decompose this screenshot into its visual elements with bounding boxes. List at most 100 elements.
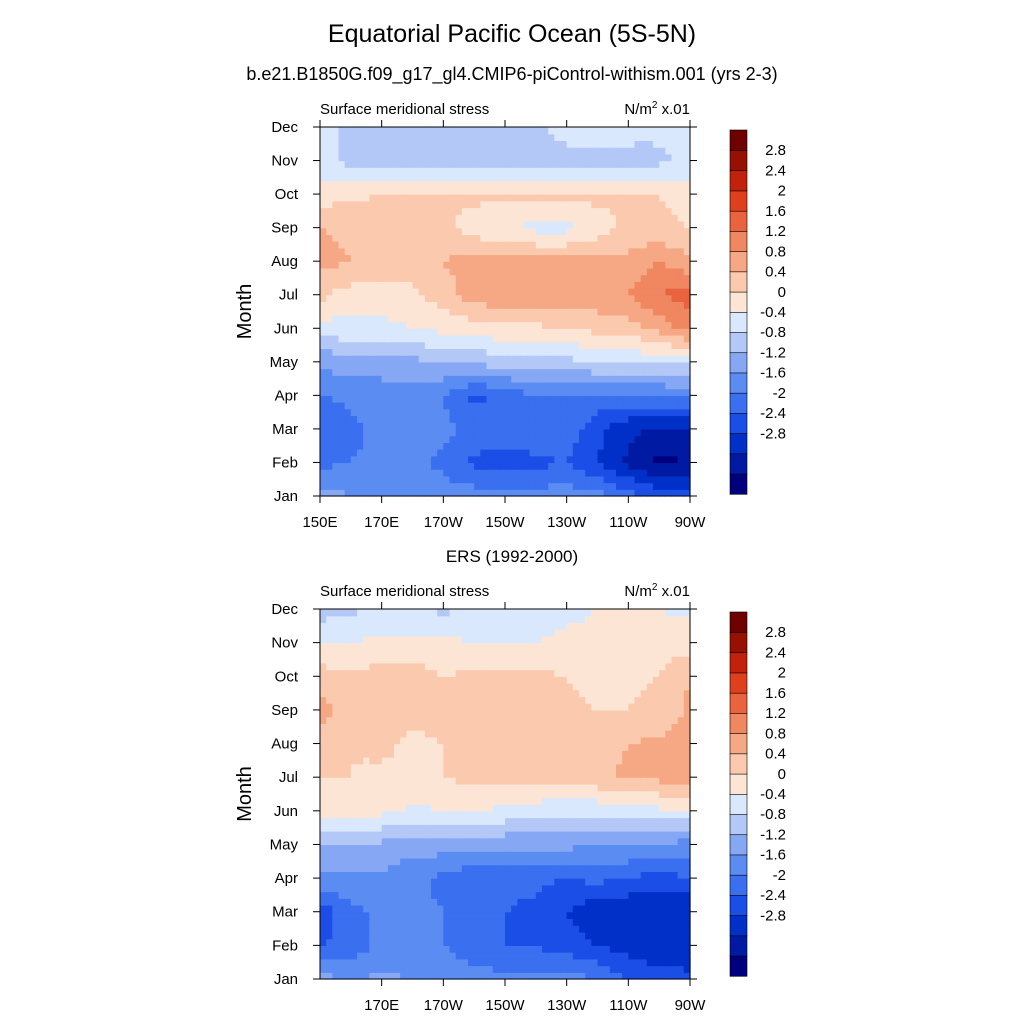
contour-cell (443, 355, 451, 363)
contour-cell (418, 348, 426, 356)
contour-cell (572, 905, 580, 913)
contour-cell (400, 422, 407, 430)
contour-cell (622, 469, 629, 477)
contour-cell (653, 415, 660, 423)
contour-cell (375, 931, 383, 940)
contour-cell (659, 945, 666, 953)
contour-cell (363, 428, 370, 437)
contour-cell (646, 965, 654, 973)
contour-cell (634, 844, 642, 852)
contour-cell (634, 361, 642, 370)
contour-cell (394, 851, 401, 859)
contour-cell (628, 321, 636, 329)
contour-cell (597, 334, 605, 343)
contour-cell (665, 905, 673, 913)
contour-cell (505, 368, 512, 376)
contour-cell (616, 381, 623, 390)
contour-cell (640, 402, 648, 410)
contour-cell (394, 388, 401, 396)
contour-cell (418, 428, 426, 437)
contour-cell (375, 918, 383, 926)
contour-cell (369, 925, 377, 933)
contour-cell (671, 375, 679, 383)
contour-cell (418, 844, 426, 852)
contour-cell (326, 254, 333, 262)
contour-cell (412, 878, 420, 886)
contour-cell (449, 314, 457, 323)
contour-cell (554, 864, 562, 872)
contour-cell (468, 931, 475, 940)
contour-cell (369, 442, 377, 450)
contour-cell (474, 415, 481, 423)
contour-cell (640, 871, 648, 879)
contour-cell (387, 898, 395, 906)
contour-cell (344, 857, 352, 866)
contour-cell (412, 428, 420, 437)
contour-cell (492, 871, 500, 879)
contour-cell (597, 308, 605, 316)
contour-cell (412, 489, 420, 497)
contour-cell (449, 462, 457, 470)
contour-cell (677, 435, 685, 443)
contour-cell (523, 328, 531, 336)
contour-cell (634, 918, 642, 926)
contour-cell (394, 911, 401, 920)
contour-cell (406, 294, 414, 303)
contour-cell (412, 388, 420, 396)
contour-cell (653, 905, 660, 913)
contour-cell (369, 288, 377, 296)
contour-cell (363, 408, 370, 417)
contour-cell (683, 415, 691, 423)
contour-cell (646, 267, 654, 276)
contour-cell (529, 402, 537, 410)
contour-cell (424, 254, 432, 262)
contour-cell (387, 925, 395, 933)
contour-cell (492, 314, 500, 323)
contour-cell (480, 435, 488, 443)
contour-cell (437, 469, 444, 477)
contour-cell (375, 368, 383, 376)
contour-cell (523, 864, 531, 872)
contour-cell (517, 308, 525, 316)
contour-cell (418, 455, 426, 464)
contour-cell (412, 945, 420, 953)
contour-cell (505, 462, 512, 470)
contour-cell (486, 489, 494, 497)
contour-cell (566, 395, 574, 403)
contour-cell (523, 462, 531, 470)
contour-cell (529, 810, 537, 819)
contour-cell (498, 844, 506, 852)
contour-cell (634, 314, 642, 323)
contour-cell (357, 824, 364, 832)
contour-cell (665, 408, 673, 417)
contour-cell (443, 837, 451, 846)
contour-cell (468, 475, 475, 484)
contour-cell (560, 294, 568, 303)
contour-cell (406, 422, 414, 430)
contour-cell (622, 871, 629, 879)
contour-cell (523, 469, 531, 477)
contour-cell (677, 381, 685, 390)
contour-cell (326, 489, 333, 497)
contour-cell (418, 891, 426, 899)
contour-cell (609, 898, 617, 906)
contour-cell (449, 328, 457, 336)
contour-cell (505, 891, 512, 899)
contour-cell (517, 428, 525, 437)
contour-cell (455, 294, 463, 303)
contour-cell (566, 308, 574, 316)
contour-cell (646, 261, 654, 269)
contour-cell (560, 395, 568, 403)
contour-cell (350, 871, 358, 879)
contour-cell (332, 415, 340, 423)
contour-cell (320, 247, 327, 256)
contour-cell (529, 395, 537, 403)
contour-cell (492, 408, 500, 417)
contour-cell (548, 482, 555, 490)
contour-cell (381, 281, 389, 289)
contour-cell (437, 918, 444, 926)
contour-cell (597, 804, 605, 812)
contour-cell (461, 817, 469, 825)
contour-cell (548, 864, 555, 872)
contour-cell (412, 952, 420, 960)
